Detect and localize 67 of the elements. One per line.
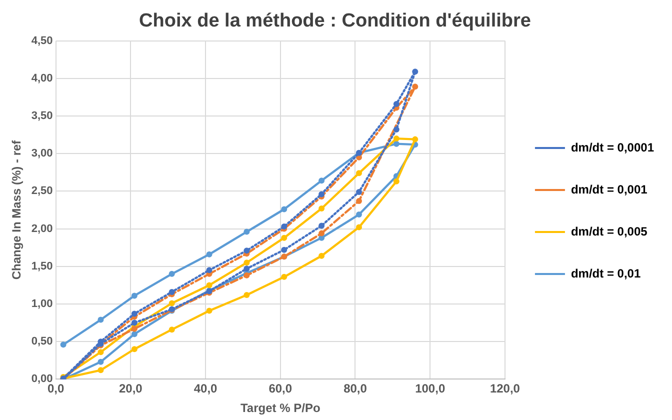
- y-tick-label: 0,50: [31, 336, 53, 348]
- point: [318, 252, 325, 259]
- point: [393, 100, 400, 107]
- point: [393, 178, 400, 184]
- point: [281, 274, 288, 280]
- point: [281, 206, 288, 212]
- point: [318, 222, 325, 229]
- point: [206, 267, 212, 274]
- x-tick-label: 60,0: [268, 382, 292, 396]
- point: [206, 282, 212, 288]
- y-tick-label: 4,50: [31, 34, 53, 47]
- x-tick-label: 40,0: [194, 382, 218, 396]
- x-tick-label: 20,0: [118, 382, 143, 396]
- point: [244, 228, 250, 235]
- point: [98, 367, 104, 374]
- y-tick-label: 4,00: [31, 72, 53, 84]
- y-axis-title: Change In Mass (%) - ref: [10, 139, 24, 280]
- point: [168, 326, 175, 333]
- point: [281, 246, 288, 253]
- point: [98, 316, 104, 323]
- point: [356, 170, 362, 176]
- y-tick-label: 3,50: [31, 110, 53, 122]
- point: [168, 300, 175, 306]
- point: [60, 342, 66, 348]
- point: [131, 292, 138, 299]
- y-tick-label: 1,00: [31, 298, 53, 310]
- legend-label: dm/dt = 0,005: [570, 224, 648, 238]
- legend-label: dm/dt = 0,0001: [570, 140, 654, 154]
- point: [318, 205, 325, 212]
- chart-title: Choix de la méthode : Condition d'équilibre: [139, 10, 531, 32]
- point: [206, 308, 212, 314]
- point: [244, 260, 250, 266]
- y-tick-label: 2,00: [31, 222, 53, 235]
- x-tick-label: 100,0: [415, 382, 446, 396]
- point: [131, 310, 138, 317]
- point: [168, 270, 175, 277]
- point: [131, 320, 138, 326]
- y-tick-label: 2,50: [31, 185, 53, 198]
- x-tick-label: 120,0: [490, 382, 520, 396]
- point: [356, 212, 362, 218]
- y-tick-label: 3,00: [31, 148, 53, 160]
- point: [393, 136, 400, 142]
- x-axis-title: Target % P/Po: [240, 401, 320, 416]
- point: [393, 140, 400, 147]
- x-tick-label: 80,0: [344, 382, 368, 396]
- point: [356, 198, 362, 204]
- point: [356, 188, 362, 195]
- point: [168, 288, 175, 295]
- point: [318, 230, 325, 236]
- point: [244, 266, 250, 272]
- point: [98, 358, 104, 365]
- legend-label: dm/dt = 0,01: [570, 266, 641, 280]
- point: [281, 234, 288, 241]
- point: [244, 292, 250, 298]
- point: [412, 84, 418, 90]
- point: [131, 331, 138, 338]
- point: [206, 251, 212, 258]
- point: [98, 349, 104, 356]
- point: [412, 68, 418, 75]
- point: [131, 346, 138, 352]
- point: [356, 224, 362, 230]
- point: [244, 248, 250, 254]
- point: [318, 178, 325, 184]
- point: [412, 136, 418, 142]
- legend-label: dm/dt = 0,001: [570, 182, 648, 196]
- y-tick-label: 1,50: [31, 260, 53, 272]
- point: [393, 126, 400, 133]
